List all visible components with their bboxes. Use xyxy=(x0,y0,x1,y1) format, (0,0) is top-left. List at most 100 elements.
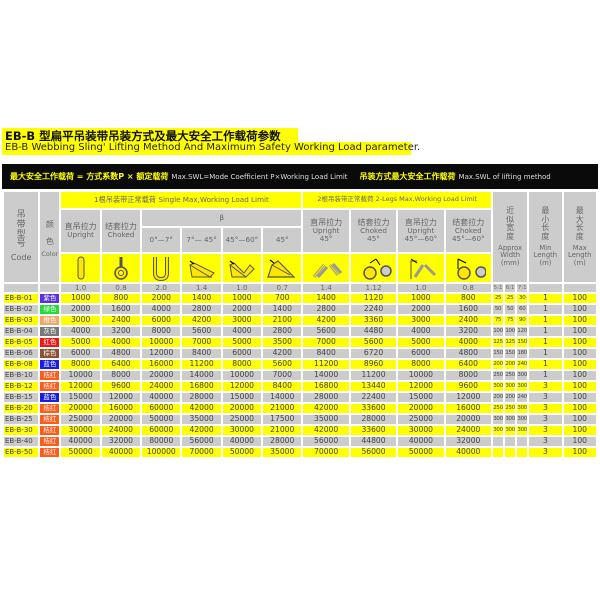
mode-coefficient: 0.8 xyxy=(445,284,491,292)
two-leg-choked-icon xyxy=(350,254,397,282)
code-cell: EB-B-40 xyxy=(4,437,39,446)
table-row: EB-B-02 绿色 2000 1600 4000 2800 2000 1400 2800 224… xyxy=(4,305,596,314)
load-cell: 20000 xyxy=(61,404,100,413)
table-row: EB-B-04 灰色 4000 3200 8000 5600 4000 2800 5600 448… xyxy=(4,327,596,336)
angle-7-45-header: 7°— 45° xyxy=(182,228,221,252)
load-cell: 3200 xyxy=(445,327,491,336)
width-cell: 125 xyxy=(505,338,516,347)
code-header-en: Code xyxy=(10,253,32,263)
load-cell: 28000 xyxy=(303,393,349,402)
width-cell: 50 xyxy=(493,305,504,314)
load-cell: 50000 xyxy=(398,448,444,457)
min-length-cell: 1 xyxy=(529,338,562,347)
load-cell: 15000 xyxy=(61,393,100,402)
mode-coefficient: 2.0 xyxy=(142,284,181,292)
width-cell: 300 xyxy=(493,426,504,435)
load-cell: 800 xyxy=(445,294,491,303)
load-cell: 28000 xyxy=(182,393,221,402)
load-cell: 1600 xyxy=(101,305,141,314)
width-cell: 75 xyxy=(505,316,516,325)
table-row: EB-B-08 蓝色 8000 6400 16000 11200 8000 5600 11200… xyxy=(4,360,596,369)
mode-coefficient: 1.0 xyxy=(222,284,262,292)
width-cell: 150 xyxy=(505,349,516,358)
color-swatch: 灰色 xyxy=(40,327,60,336)
load-cell: 32000 xyxy=(445,437,491,446)
width-cell xyxy=(493,437,504,446)
width-cell: 300 xyxy=(517,415,528,424)
load-cell: 7000 xyxy=(263,371,302,380)
color-swatch: 紫色 xyxy=(40,294,60,303)
beta-header: β xyxy=(142,210,302,226)
table-row: EB-B-06 棕色 6000 4800 12000 8400 6000 4200 8400 67… xyxy=(4,349,596,358)
width-cell: 250 xyxy=(493,404,504,413)
load-cell: 28000 xyxy=(263,437,302,446)
code-cell: EB-B-30 xyxy=(4,426,39,435)
width-ratio: 7:1 xyxy=(517,284,528,292)
single-upright-header: 直吊拉力 Upright xyxy=(61,210,100,252)
load-cell: 56000 xyxy=(350,448,397,457)
min-length-cell: 1 xyxy=(529,327,562,336)
load-cell: 42000 xyxy=(182,426,221,435)
two-upright-45-en: Upright xyxy=(312,226,340,236)
two-upright-45-angle: 45° xyxy=(319,234,333,244)
load-cell: 56000 xyxy=(182,437,221,446)
color-swatch: 桔红 xyxy=(40,382,60,391)
width-cell: 25 xyxy=(493,294,504,303)
load-cell: 33600 xyxy=(350,404,397,413)
min-length-cell: 3 xyxy=(529,404,562,413)
load-cell: 1400 xyxy=(263,305,302,314)
load-cell: 9600 xyxy=(445,382,491,391)
load-cell: 10000 xyxy=(222,371,262,380)
width-cell: 300 xyxy=(505,382,516,391)
load-cell: 20000 xyxy=(445,415,491,424)
two-choked-45-cn: 结套拉力 xyxy=(357,217,390,227)
load-cell: 6000 xyxy=(398,349,444,358)
two-choked-45-60-angle: 45°—60° xyxy=(451,234,485,244)
width-cell xyxy=(517,437,528,446)
color-swatch: 蓝色 xyxy=(40,360,60,369)
load-cell: 5600 xyxy=(350,338,397,347)
load-cell: 14000 xyxy=(182,371,221,380)
width-cell xyxy=(505,437,516,446)
max-length-cell: 100 xyxy=(563,327,596,336)
mode-coefficient: 0.8 xyxy=(101,284,141,292)
table-row: EB-B-15 蓝色 15000 12000 40000 28000 15000 14000 2… xyxy=(4,393,596,402)
load-cell: 5000 xyxy=(222,338,262,347)
load-cell: 11200 xyxy=(182,360,221,369)
width-cell: 200 xyxy=(505,393,516,402)
max-length-cell: 100 xyxy=(563,404,596,413)
load-cell: 1120 xyxy=(350,294,397,303)
load-cell: 16000 xyxy=(445,404,491,413)
min-length-en: Min Length (m) xyxy=(533,243,558,267)
load-cell: 2800 xyxy=(263,327,302,336)
table-row: EB-B-40 桔红 40000 32000 80000 56000 40000 28000 5… xyxy=(4,437,596,446)
load-cell: 8000 xyxy=(61,360,100,369)
width-cell: 300 xyxy=(517,426,528,435)
load-cell: 20000 xyxy=(142,371,181,380)
max-length-cell: 100 xyxy=(563,448,596,457)
load-cell: 100000 xyxy=(142,448,181,457)
code-cell: EB-B-05 xyxy=(4,338,39,347)
load-cell: 12000 xyxy=(142,349,181,358)
load-cell: 70000 xyxy=(182,448,221,457)
color-swatch: 桔红 xyxy=(40,415,60,424)
load-cell: 4200 xyxy=(182,316,221,325)
load-cell: 25000 xyxy=(61,415,100,424)
load-cell: 30000 xyxy=(398,426,444,435)
two-upright-45-cn: 直吊拉力 xyxy=(310,217,343,227)
load-cell: 2240 xyxy=(350,305,397,314)
load-cell: 2800 xyxy=(303,305,349,314)
min-length-blank xyxy=(529,284,562,292)
load-cell: 5600 xyxy=(303,327,349,336)
two-upright-45-header: 直吊拉力 Upright 45° xyxy=(303,210,349,252)
load-cell: 6400 xyxy=(445,360,491,369)
load-table: 吊带型号 Code 颜色 Color 1根吊装带正常载荷 Single Max,… xyxy=(2,190,598,459)
width-cell: 25 xyxy=(505,294,516,303)
width-cell xyxy=(505,448,516,457)
load-cell: 2400 xyxy=(101,316,141,325)
load-cell: 40000 xyxy=(222,437,262,446)
load-cell: 1000 xyxy=(222,294,262,303)
load-cell: 2000 xyxy=(61,305,100,314)
max-length-cell: 100 xyxy=(563,305,596,314)
width-cell: 100 xyxy=(493,327,504,336)
